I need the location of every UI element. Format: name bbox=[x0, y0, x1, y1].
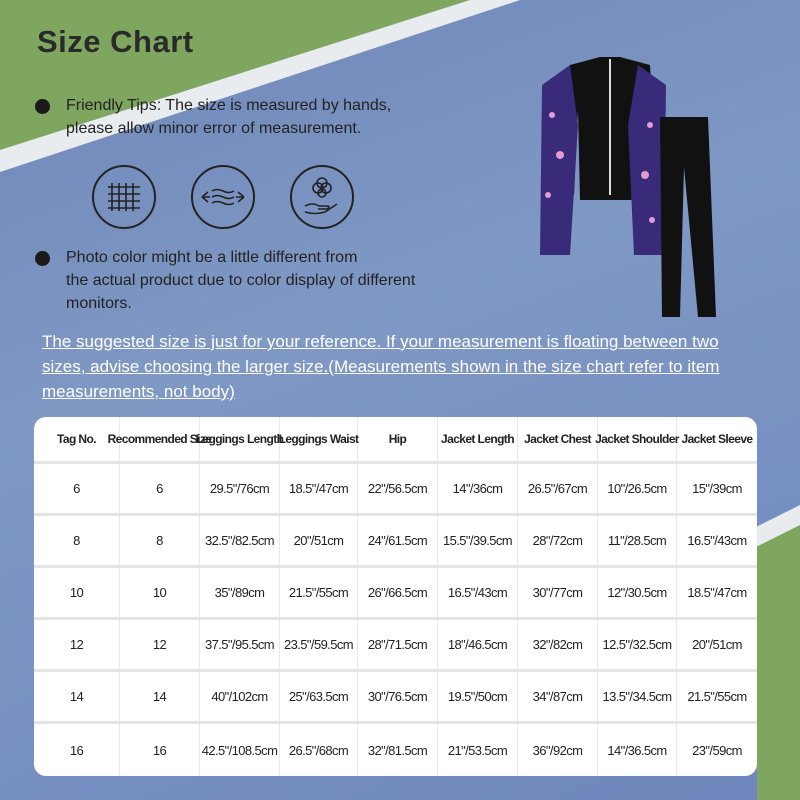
table-cell: 35"/89cm bbox=[200, 568, 280, 617]
header-cell: Jacket Sleeve bbox=[681, 432, 754, 446]
header-cell: Jacket Chest bbox=[518, 417, 598, 461]
table-cell: 34"/87cm bbox=[518, 672, 598, 721]
table-cell: 21.5"/55cm bbox=[687, 689, 747, 704]
table-cell: 15"/39cm bbox=[692, 481, 742, 496]
table-cell: 12 bbox=[120, 620, 200, 669]
product-image bbox=[530, 55, 730, 335]
header-cell: Jacket Length bbox=[438, 417, 518, 461]
table-header: Tag No. Recommended Size Leggings Length… bbox=[34, 417, 757, 464]
header-cell: Jacket Shoulder bbox=[595, 417, 679, 461]
table-cell: 16 bbox=[120, 724, 200, 776]
table-cell: 32"/81.5cm bbox=[358, 724, 438, 776]
table-cell: 21"/53.5cm bbox=[438, 724, 518, 776]
table-cell: 24"/61.5cm bbox=[358, 516, 438, 565]
table-cell: 10"/26.5cm bbox=[598, 464, 677, 513]
size-table: Tag No. Recommended Size Leggings Length… bbox=[34, 417, 757, 776]
table-cell: 10 bbox=[34, 568, 120, 617]
table-cell: 32"/82cm bbox=[518, 620, 598, 669]
tip-line: Photo color might be a little different … bbox=[66, 249, 358, 266]
table-cell: 23.5"/59.5cm bbox=[280, 620, 358, 669]
table-cell: 18.5"/47cm bbox=[687, 585, 747, 600]
tip-line: please allow minor error of measurement. bbox=[66, 120, 362, 137]
mesh-fabric-icon bbox=[92, 165, 156, 229]
stretch-fabric-icon bbox=[191, 165, 255, 229]
table-cell: 21.5"/55cm bbox=[280, 568, 358, 617]
table-cell: 6 bbox=[120, 464, 200, 513]
table-cell: 32.5"/82.5cm bbox=[200, 516, 280, 565]
table-cell: 16.5"/43cm bbox=[687, 533, 747, 548]
table-cell: 14"/36cm bbox=[438, 464, 518, 513]
table-cell: 18"/46.5cm bbox=[438, 620, 518, 669]
bullet-icon bbox=[35, 99, 50, 114]
table-cell: 30"/77cm bbox=[518, 568, 598, 617]
header-cell: Recommended Size bbox=[108, 417, 212, 461]
table-cell: 6 bbox=[34, 464, 120, 513]
table-cell: 8 bbox=[120, 516, 200, 565]
table-cell: 23"/59cm bbox=[692, 742, 742, 758]
table-row: 14 14 40"/102cm 25"/63.5cm 30"/76.5cm 19.5"/5… bbox=[34, 672, 757, 724]
table-cell: 11"/28.5cm bbox=[598, 516, 677, 565]
table-cell: 12 bbox=[34, 620, 120, 669]
table-cell: 20"/51cm bbox=[692, 637, 742, 652]
table-row: 8 8 32.5"/82.5cm 20"/51cm 24"/61.5cm 15.5"/39… bbox=[34, 516, 757, 568]
table-cell: 40"/102cm bbox=[200, 672, 280, 721]
table-cell: 37.5"/95.5cm bbox=[200, 620, 280, 669]
table-cell: 29.5"/76cm bbox=[200, 464, 280, 513]
table-cell: 26.5"/68cm bbox=[280, 724, 358, 776]
table-cell: 28"/72cm bbox=[518, 516, 598, 565]
table-row: 12 12 37.5"/95.5cm 23.5"/59.5cm 28"/71.5cm 18… bbox=[34, 620, 757, 672]
table-cell: 14 bbox=[120, 672, 200, 721]
table-cell: 30"/76.5cm bbox=[358, 672, 438, 721]
table-row: 6 6 29.5"/76cm 18.5"/47cm 22"/56.5cm 14"/36cm… bbox=[34, 464, 757, 516]
size-advice-note: The suggested size is just for your refe… bbox=[42, 332, 720, 401]
table-cell: 19.5"/50cm bbox=[438, 672, 518, 721]
header-cell: Hip bbox=[358, 417, 438, 461]
table-cell: 13.5"/34.5cm bbox=[598, 672, 677, 721]
table-cell: 16.5"/43cm bbox=[438, 568, 518, 617]
table-cell: 26.5"/67cm bbox=[518, 464, 598, 513]
table-row: 10 10 35"/89cm 21.5"/55cm 26"/66.5cm 16.5"/43… bbox=[34, 568, 757, 620]
table-cell: 14"/36.5cm bbox=[598, 724, 677, 776]
table-cell: 12.5"/32.5cm bbox=[598, 620, 677, 669]
table-cell: 12"/30.5cm bbox=[598, 568, 677, 617]
table-row: 16 16 42.5"/108.5cm 26.5"/68cm 32"/81.5cm 21"… bbox=[34, 724, 757, 776]
header-cell: Leggings Length bbox=[196, 417, 284, 461]
table-cell: 8 bbox=[34, 516, 120, 565]
header-cell: Tag No. bbox=[34, 417, 120, 461]
tip-line: the actual product due to color display … bbox=[66, 272, 416, 289]
table-body: 6 6 29.5"/76cm 18.5"/47cm 22"/56.5cm 14"/36cm… bbox=[34, 464, 757, 776]
bullet-icon bbox=[35, 251, 50, 266]
table-cell: 10 bbox=[120, 568, 200, 617]
table-cell: 15.5"/39.5cm bbox=[438, 516, 518, 565]
table-cell: 18.5"/47cm bbox=[280, 464, 358, 513]
table-cell: 36"/92cm bbox=[518, 724, 598, 776]
table-cell: 14 bbox=[34, 672, 120, 721]
tip-line: monitors. bbox=[66, 295, 132, 312]
table-cell: 28"/71.5cm bbox=[358, 620, 438, 669]
table-cell: 16 bbox=[34, 724, 120, 776]
page-title: Size Chart bbox=[37, 24, 194, 59]
tip-line: Friendly Tips: The size is measured by h… bbox=[66, 97, 392, 114]
feature-icons bbox=[92, 165, 354, 229]
table-cell: 20"/51cm bbox=[280, 516, 358, 565]
table-cell: 26"/66.5cm bbox=[358, 568, 438, 617]
tip-2: Photo color might be a little different … bbox=[35, 246, 415, 315]
table-cell: 25"/63.5cm bbox=[280, 672, 358, 721]
tip-1: Friendly Tips: The size is measured by h… bbox=[35, 94, 391, 140]
header-cell: Leggings Waist bbox=[279, 417, 359, 461]
table-cell: 22"/56.5cm bbox=[358, 464, 438, 513]
table-cell: 42.5"/108.5cm bbox=[200, 724, 280, 776]
cotton-soft-icon bbox=[290, 165, 354, 229]
